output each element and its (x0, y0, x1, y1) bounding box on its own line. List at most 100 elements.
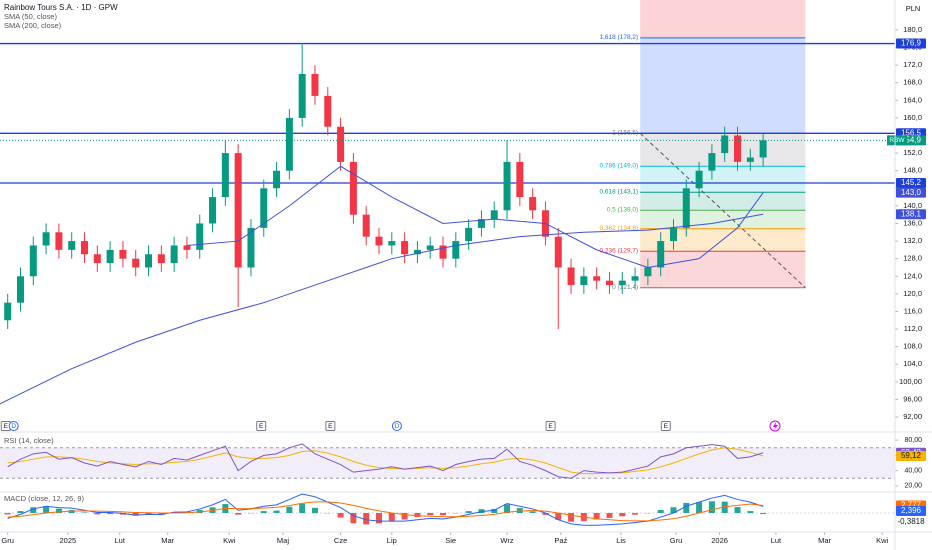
ticker-label: RBW (889, 137, 905, 144)
indicator-label: SMA (50, close) (4, 12, 57, 21)
macd-line (7, 493, 764, 526)
candle-body (554, 236, 562, 268)
x-tick-label: Kwi (223, 536, 235, 545)
histogram-bar (606, 513, 613, 518)
y-tick-label: 20,00 (904, 483, 922, 490)
rsi-badge (896, 451, 926, 462)
y-tick-label: 112,0 (904, 324, 922, 333)
macd-line (7, 501, 764, 522)
y-tick-label: 172,0 (903, 60, 922, 69)
fib-zone (640, 0, 806, 38)
candle-body (413, 249, 421, 255)
x-tick-label: Wrz (500, 536, 513, 545)
candle-body (170, 245, 178, 264)
candle-body (196, 223, 204, 250)
hline-badge-label: 176,9 (901, 39, 922, 48)
candle-body (529, 197, 537, 211)
candle-body (375, 236, 383, 246)
x-tick-label: Mar (818, 536, 831, 545)
y-tick-label: 120,0 (903, 289, 922, 298)
histogram-bar (363, 513, 370, 525)
candle-body (349, 161, 357, 215)
chart-title: Rainbow Tours S.A. · 1D · GPW (4, 3, 118, 12)
event-label: E (259, 423, 264, 430)
candle-body (145, 254, 153, 268)
histogram-bar (81, 512, 88, 513)
fib-zone (640, 166, 806, 193)
x-tick-label: Gru (670, 536, 683, 545)
histogram-bar (747, 511, 754, 513)
candle-body (708, 153, 716, 171)
histogram-bar (696, 502, 703, 513)
histogram-bar (388, 513, 395, 522)
hline-badge (896, 178, 926, 189)
sma-badge (896, 187, 926, 198)
event-label: E (328, 423, 333, 430)
histogram-bar (440, 513, 447, 516)
candle-body (106, 249, 114, 264)
y-tick-label: 108,0 (903, 342, 922, 351)
candle-body (669, 227, 677, 242)
candle-body (183, 245, 191, 250)
candle-body (580, 276, 588, 286)
y-tick-label: 128,0 (903, 254, 922, 263)
histogram-bar (132, 513, 139, 516)
fib-zone (640, 251, 806, 288)
candle-body (695, 170, 703, 189)
histogram-bar (311, 507, 318, 513)
fib-label: 0,786 (149,0) (600, 163, 639, 170)
histogram-bar (145, 513, 152, 515)
histogram-bar (17, 511, 24, 513)
candle-body (426, 245, 434, 250)
histogram-bar (619, 513, 626, 517)
event-label: E (664, 423, 669, 430)
panel-title: RSI (14, close) (4, 436, 54, 445)
candle-body (759, 140, 767, 158)
fib-label: 0,382 (134,8) (600, 225, 639, 232)
x-tick-label: Kwi (876, 536, 888, 545)
x-tick-label: Lut (114, 536, 125, 545)
macd-badge (896, 506, 926, 516)
y-tick-label: 136,0 (903, 218, 922, 227)
currency: PLN (906, 4, 921, 13)
candle-body (452, 241, 460, 259)
histogram-bar (632, 513, 639, 515)
event-label: D (11, 423, 16, 430)
candle-body (42, 232, 50, 246)
histogram-bar (568, 513, 575, 522)
candle-body (605, 280, 613, 286)
fib-label: 0 (121,4) (612, 284, 638, 291)
histogram-bar (30, 507, 37, 513)
candle-body (503, 161, 511, 211)
x-tick-label: Maj (277, 536, 289, 545)
histogram-bar (465, 511, 472, 513)
candle-body (93, 254, 101, 264)
rsi-badge-label: 59,12 (901, 451, 922, 460)
hline-badge-label: 145,2 (901, 178, 922, 187)
event-label: D (395, 423, 400, 430)
candle-body (247, 227, 255, 268)
fib-zone (640, 192, 806, 211)
y-tick-label: 80,00 (904, 437, 922, 444)
price-badge-label: 154,9 (901, 135, 922, 144)
y-tick-label: 100,00 (899, 377, 922, 386)
histogram-bar (683, 502, 690, 513)
histogram-bar (529, 511, 536, 513)
y-tick-label: 168,0 (903, 78, 922, 87)
histogram-bar (107, 513, 114, 515)
histogram-bar (760, 513, 767, 515)
candle-body (16, 276, 24, 303)
histogram-bar (94, 513, 101, 515)
histogram-bar (401, 513, 408, 520)
ticker-badge (887, 135, 907, 146)
panel-title: MACD (close, 12, 26, 9) (4, 494, 85, 503)
event-marker (256, 421, 267, 431)
y-tick-label: 132,0 (903, 236, 922, 245)
rsi-band (0, 447, 895, 479)
candle-body (567, 267, 575, 286)
candle-body (29, 245, 37, 277)
candle-body (234, 153, 242, 268)
candle-body (388, 241, 396, 246)
event-marker (660, 421, 671, 431)
